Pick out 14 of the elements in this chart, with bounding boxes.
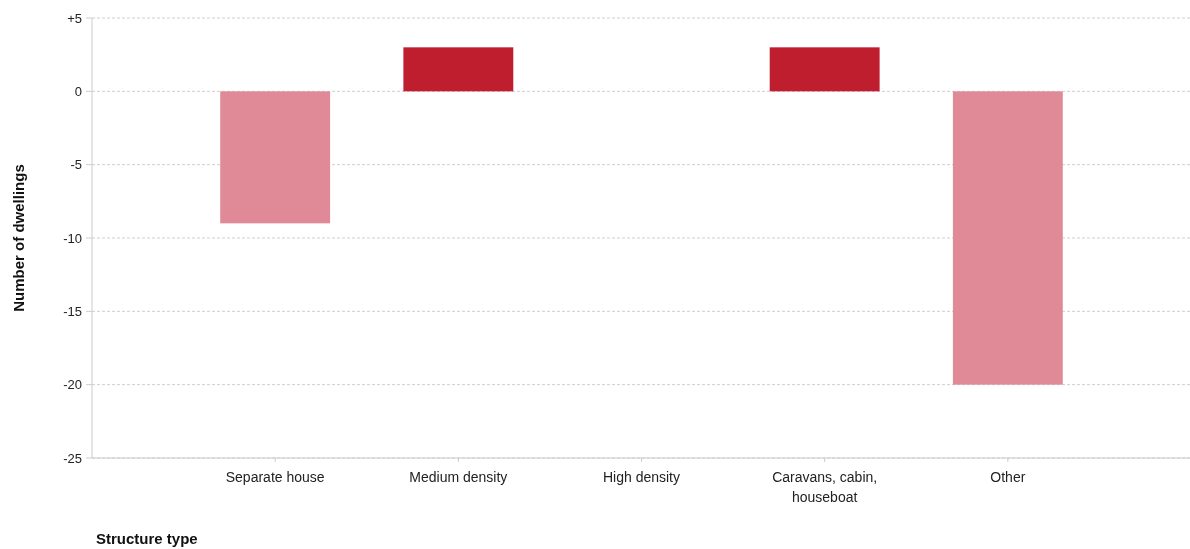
x-tick-label: Caravans, cabin, houseboat	[772, 469, 878, 505]
y-tick-label: +5	[67, 10, 82, 26]
y-tick-label: 0	[74, 83, 82, 99]
y-axis-title: Number of dwellings	[10, 164, 27, 312]
x-tick-label: Other	[990, 469, 1026, 485]
x-tick-label: Separate house	[225, 469, 325, 485]
x-tick-label: Medium density	[409, 469, 508, 485]
x-tick-label: High density	[602, 469, 681, 485]
y-tick-label: -20	[63, 377, 82, 393]
y-tick-label: -25	[63, 450, 82, 466]
y-tick-label: -15	[63, 303, 82, 319]
y-tick-label: -5	[70, 157, 82, 173]
x-axis-title: Structure type	[96, 530, 198, 547]
y-tick-label: -10	[63, 230, 82, 246]
